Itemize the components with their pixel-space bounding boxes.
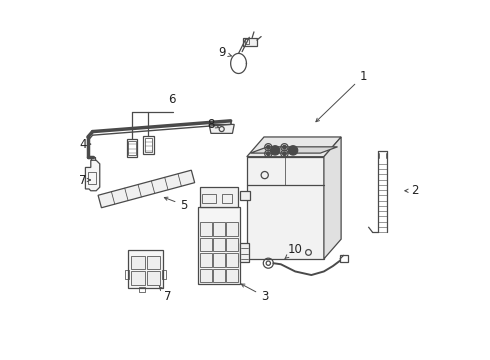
Bar (226, 222, 238, 236)
Text: 5: 5 (164, 197, 188, 212)
Bar (213, 253, 225, 267)
Text: 7: 7 (159, 287, 171, 303)
Bar (340, 255, 348, 262)
Bar (131, 256, 145, 269)
Text: 1: 1 (316, 69, 367, 122)
Bar (145, 138, 152, 152)
Text: 4: 4 (79, 138, 91, 150)
Bar (125, 270, 129, 279)
Text: 7: 7 (79, 174, 91, 186)
Text: 9: 9 (218, 46, 231, 59)
Bar (147, 256, 160, 269)
Bar (126, 139, 137, 157)
Polygon shape (324, 137, 341, 259)
Polygon shape (85, 160, 100, 191)
Polygon shape (247, 137, 341, 157)
Bar (221, 194, 232, 203)
Circle shape (290, 148, 296, 153)
Text: 6: 6 (168, 93, 175, 106)
Text: 2: 2 (405, 184, 419, 197)
Bar (198, 207, 240, 284)
Bar (240, 243, 248, 262)
Bar (131, 271, 145, 285)
Circle shape (283, 152, 286, 156)
Circle shape (267, 152, 270, 156)
Bar (128, 140, 136, 155)
Bar (200, 187, 238, 207)
Circle shape (267, 145, 270, 149)
Polygon shape (250, 147, 338, 153)
Circle shape (289, 146, 298, 155)
Bar (226, 238, 238, 251)
Bar (213, 238, 225, 251)
Bar (240, 191, 250, 200)
Bar (139, 287, 145, 292)
Bar (200, 269, 212, 282)
Bar (162, 270, 166, 279)
Bar (147, 271, 160, 285)
Bar (247, 157, 324, 259)
Bar (128, 250, 163, 288)
Polygon shape (98, 170, 195, 208)
Text: 8: 8 (207, 118, 219, 131)
Bar (200, 222, 212, 236)
Bar (200, 238, 212, 251)
Bar (226, 253, 238, 267)
Bar (245, 40, 249, 44)
Circle shape (283, 145, 286, 149)
Bar (243, 38, 257, 45)
Bar (200, 253, 212, 267)
Bar (202, 194, 216, 203)
Bar (213, 269, 225, 282)
Circle shape (270, 146, 280, 155)
Circle shape (272, 148, 278, 153)
Polygon shape (209, 125, 234, 134)
Bar (88, 172, 96, 184)
Text: 3: 3 (241, 284, 269, 303)
Bar (213, 222, 225, 236)
Bar (226, 269, 238, 282)
Text: 10: 10 (285, 243, 303, 258)
Bar (143, 136, 153, 154)
